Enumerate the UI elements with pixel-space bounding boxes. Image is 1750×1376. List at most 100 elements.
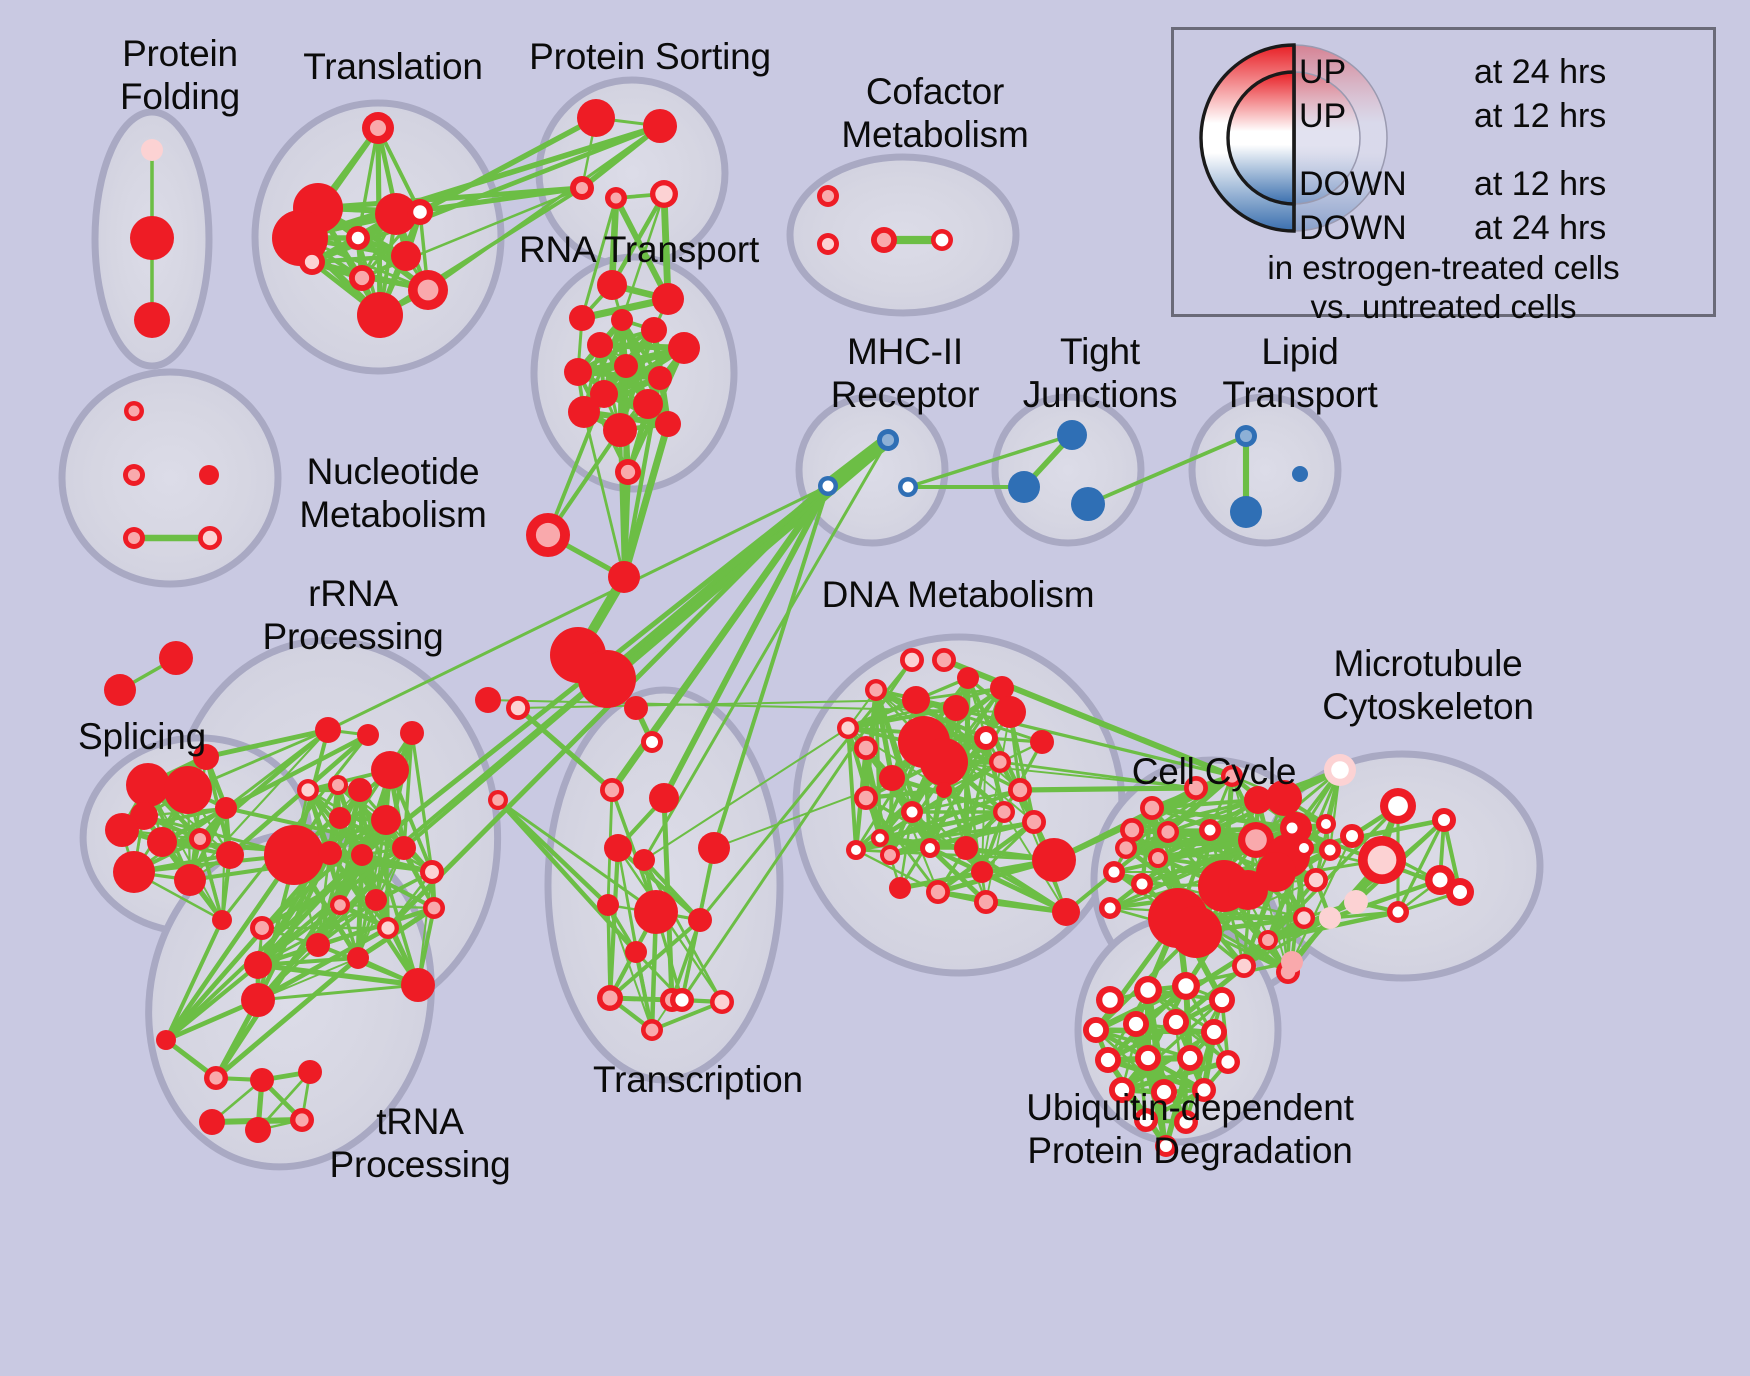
network-edge [821,433,895,493]
network-node [420,860,444,884]
node-outer-ring-24hr [1052,898,1080,926]
network-node [347,947,369,969]
node-inner-disc-12hr [655,185,673,203]
node-outer-ring-24hr [351,844,373,866]
network-node [1232,954,1256,978]
network-node [1008,471,1040,503]
network-node [641,317,667,343]
node-outer-ring-24hr [1244,786,1272,814]
node-inner-disc-12hr [875,833,885,843]
node-outer-ring-24hr [264,825,324,885]
network-node [351,844,373,866]
network-node [1281,951,1303,973]
node-outer-ring-24hr [1008,471,1040,503]
network-node [698,832,730,864]
node-inner-disc-12hr [1088,1022,1104,1038]
node-outer-ring-24hr [633,849,655,871]
node-outer-ring-24hr [668,332,700,364]
network-node [670,988,694,1012]
network-node [603,413,637,447]
network-node [1131,873,1153,895]
network-edge [650,1000,724,1032]
node-inner-disc-12hr [997,805,1011,819]
node-outer-ring-24hr [475,687,501,713]
network-node [349,265,375,291]
network-node [250,1068,274,1092]
network-edge [864,796,940,894]
network-node [215,797,237,819]
network-node [362,112,394,144]
network-node [329,807,351,829]
network-edge [1130,798,1260,832]
network-node [974,890,998,914]
node-inner-disc-12hr [304,254,320,270]
network-node [641,1019,663,1041]
node-inner-disc-12hr [930,884,946,900]
network-node [641,731,663,753]
network-node [1071,487,1105,521]
network-edge [359,852,435,875]
network-edge [309,123,663,265]
network-node [688,908,712,932]
network-node [488,790,508,810]
node-outer-ring-24hr [1071,487,1105,521]
network-edge [698,658,914,922]
network-node [920,838,940,858]
node-inner-disc-12hr [1128,1016,1144,1032]
network-node [212,910,232,930]
network-edge [256,870,434,967]
network-node [577,99,615,137]
network-node [375,193,417,235]
node-inner-disc-12hr [1350,896,1362,908]
node-inner-disc-12hr [1026,814,1042,830]
node-inner-disc-12hr [351,231,365,245]
network-node [611,309,633,331]
node-inner-disc-12hr [535,522,561,548]
network-node [936,782,952,798]
node-outer-ring-24hr [250,1068,274,1092]
node-outer-ring-24hr [365,889,387,911]
node-inner-disc-12hr [869,683,883,697]
node-inner-disc-12hr [576,182,588,194]
network-node [1135,1045,1161,1071]
node-outer-ring-24hr [199,465,219,485]
network-node [1221,765,1243,787]
node-inner-disc-12hr [425,865,439,879]
network-node [943,695,969,721]
network-node [1184,776,1208,800]
node-inner-disc-12hr [645,1023,659,1037]
node-inner-disc-12hr [978,894,994,910]
network-node [1216,1050,1240,1074]
network-node [130,216,174,260]
network-node [1201,1019,1227,1045]
node-inner-disc-12hr [1139,1113,1153,1127]
node-inner-disc-12hr [1297,911,1311,925]
network-edge [606,903,654,1032]
node-inner-disc-12hr [980,732,992,744]
network-node [1266,780,1302,816]
network-node [1134,976,1162,1004]
network-node [1344,890,1368,914]
node-inner-disc-12hr [1438,814,1450,826]
network-node [1008,778,1032,802]
node-inner-disc-12hr [884,849,896,861]
network-node [290,1108,314,1132]
node-inner-disc-12hr [906,806,918,818]
node-inner-disc-12hr [902,481,914,493]
network-edge [964,846,1068,914]
node-inner-disc-12hr [1239,429,1253,443]
node-outer-ring-24hr [577,99,615,137]
network-edge [1120,998,1224,1092]
node-inner-disc-12hr [1225,769,1239,783]
network-edge [1129,773,1235,833]
network-node [1109,1077,1135,1103]
node-outer-ring-24hr [920,738,968,786]
network-node [957,667,979,689]
network-edge [906,433,1074,489]
network-edge [575,327,657,375]
legend-panel: UP at 24 hrs UP at 12 hrs DOWN at 12 hrs… [1171,27,1716,325]
network-node [401,968,435,1002]
network-node [902,686,930,714]
network-node [1380,788,1416,824]
